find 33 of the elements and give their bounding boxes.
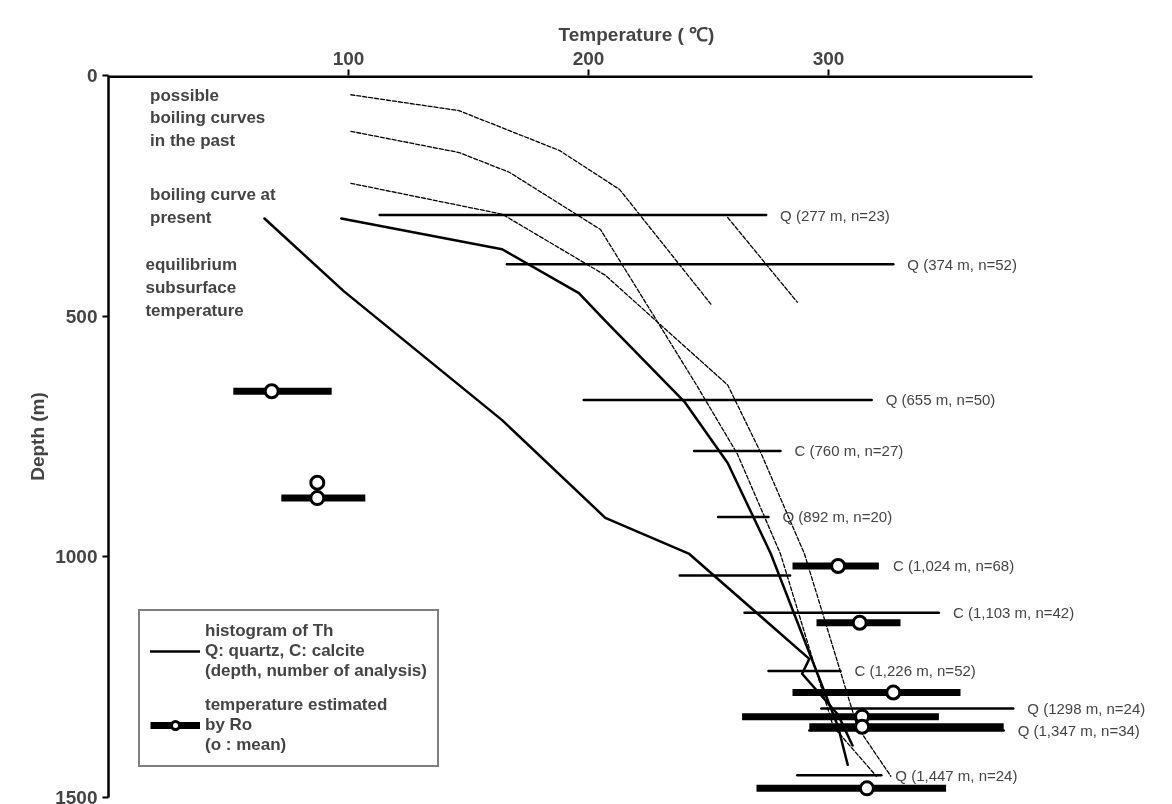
y-tick-label: 0 — [86, 65, 98, 86]
y-tick-label: 500 — [65, 305, 98, 327]
annotation: Q (1298 m, n=24) — [1027, 699, 1146, 717]
y-tick-label: 1500 — [55, 787, 98, 804]
point — [263, 383, 280, 400]
annotation: Q (1,447 m, n=24) — [895, 766, 1018, 784]
point — [830, 557, 847, 574]
annotation: C (1,103 m, n=42) — [952, 604, 1075, 622]
point — [854, 718, 871, 735]
x-tick-label: 100 — [332, 47, 365, 69]
annotation: C (1,226 m, n=52) — [854, 662, 976, 680]
annotation: C (1,024 m, n=68) — [892, 557, 1015, 575]
point — [858, 780, 875, 797]
annotation: C (760 m, n=27) — [794, 442, 904, 460]
point — [309, 490, 326, 507]
point — [885, 684, 902, 701]
annotation: boiling curve at present — [150, 185, 277, 228]
annotation: Q (1,347 m, n=34) — [1017, 722, 1140, 740]
x-axis-title: Temperature ( ℃) — [558, 23, 715, 45]
annotation: Q (892 m, n=20) — [782, 508, 893, 526]
annotation: Q (277 m, n=23) — [780, 206, 890, 224]
legend-label: temperature estimated by Ro (o : mean) — [205, 695, 388, 755]
legend-label: histogram of Th Q: quartz, C: calcite (depth, number of analysis) — [205, 621, 427, 681]
y-axis-title: Depth (m) — [27, 392, 49, 481]
annotation: possible boiling curves in the past — [150, 85, 266, 151]
y-tick-label: 1000 — [55, 546, 98, 568]
x-tick-label: 200 — [572, 47, 605, 69]
point — [851, 614, 868, 631]
annotation: Q (655 m, n=50) — [885, 391, 996, 409]
point — [309, 474, 326, 491]
annotation: Q (374 m, n=52) — [907, 255, 1017, 273]
annotation: equilibrium subsurface temperature — [145, 255, 244, 320]
x-tick-label: 300 — [812, 47, 845, 69]
